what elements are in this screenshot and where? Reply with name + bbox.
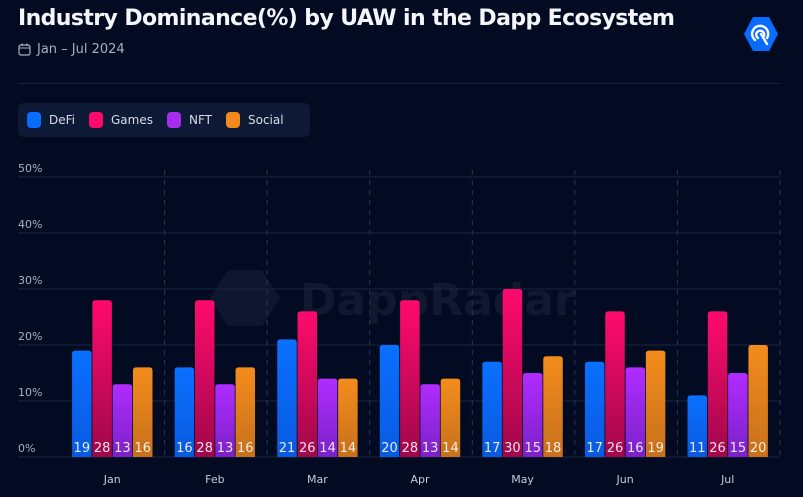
y-tick-label: 10% [18, 386, 42, 399]
bar-defi-jan [72, 350, 92, 457]
bar-games-feb [194, 300, 215, 457]
bar-defi-mar [277, 339, 297, 457]
data-label: 26 [299, 441, 316, 456]
x-tick-label: Apr [410, 473, 430, 486]
calendar-icon [18, 43, 31, 56]
data-label: 15 [730, 441, 747, 456]
legend-label: DeFi [49, 113, 75, 127]
x-tick-label: Jan [103, 473, 121, 486]
header-divider [18, 83, 780, 84]
bar-nft-apr [420, 384, 440, 457]
data-label: 13 [217, 441, 234, 456]
bar-games-mar [297, 311, 318, 457]
bar-nft-feb [215, 384, 235, 457]
bar-defi-jun [584, 361, 605, 457]
data-label: 16 [627, 441, 644, 456]
data-label: 28 [196, 441, 213, 456]
data-label: 15 [524, 441, 541, 456]
legend-item-games[interactable]: Games [89, 112, 153, 128]
bar-defi-feb [174, 367, 195, 457]
bar-games-may [502, 289, 523, 457]
legend-swatch [89, 112, 103, 128]
x-tick-label: Jul [720, 473, 734, 486]
data-label: 14 [319, 441, 336, 456]
legend-swatch [225, 112, 240, 128]
data-label: 17 [586, 441, 603, 456]
bar-social-jan [132, 367, 153, 457]
bar-nft-jul [728, 373, 748, 457]
bar-nft-may [522, 373, 543, 457]
data-label: 28 [94, 441, 111, 456]
data-label: 30 [504, 441, 521, 456]
data-label: 13 [114, 441, 131, 456]
legend-item-social[interactable]: Social [225, 112, 284, 128]
x-tick-label: Jun [616, 473, 634, 486]
bar-games-jul [707, 311, 728, 457]
legend-item-nft[interactable]: NFT [166, 112, 212, 128]
x-tick-label: Mar [307, 473, 328, 486]
bar-social-may [543, 356, 563, 457]
x-tick-label: May [511, 473, 534, 486]
bar-defi-may [482, 361, 502, 457]
dappradar-logo-icon [744, 17, 778, 51]
x-tick-label: Feb [205, 473, 224, 486]
bar-nft-jun [625, 367, 646, 457]
bar-games-apr [400, 300, 420, 457]
data-label: 20 [750, 441, 767, 456]
data-label: 19 [647, 441, 664, 456]
bar-social-jul [748, 345, 768, 457]
data-label: 18 [545, 441, 562, 456]
bar-nft-mar [317, 378, 338, 457]
data-label: 14 [442, 441, 459, 456]
bar-social-mar [338, 378, 358, 457]
bar-games-jun [605, 311, 625, 457]
y-tick-label: 40% [18, 218, 42, 231]
legend: DeFi Games NFT Social [18, 103, 310, 137]
data-label: 21 [279, 441, 296, 456]
watermark: DappRadar [300, 275, 576, 326]
y-tick-label: 20% [18, 330, 42, 343]
data-label: 16 [237, 441, 254, 456]
legend-label: NFT [188, 113, 212, 127]
bar-nft-jan [112, 384, 133, 457]
y-tick-label: 30% [18, 274, 42, 287]
chart-title: Industry Dominance(%) by UAW in the Dapp… [18, 6, 675, 31]
data-label: 16 [134, 441, 151, 456]
bar-social-feb [235, 367, 256, 457]
bar-social-jun [645, 350, 666, 457]
date-range: Jan – Jul 2024 [18, 42, 125, 57]
watermark-logo-icon [210, 270, 280, 326]
bar-social-apr [440, 378, 461, 457]
legend-label: Social [247, 113, 284, 127]
bar-games-jan [92, 300, 112, 457]
data-label: 13 [422, 441, 439, 456]
y-tick-label: 50% [18, 162, 42, 175]
legend-label: Games [111, 113, 153, 127]
data-label: 26 [607, 441, 624, 456]
legend-swatch [166, 112, 181, 128]
data-label: 16 [176, 441, 193, 456]
y-tick-label: 0% [18, 442, 35, 455]
data-label: 11 [689, 441, 706, 456]
legend-swatch [27, 112, 41, 128]
data-label: 26 [709, 441, 726, 456]
data-label: 19 [74, 441, 91, 456]
data-label: 28 [402, 441, 419, 456]
data-label: 20 [381, 441, 398, 456]
data-label: 14 [340, 441, 357, 456]
data-label: 17 [484, 441, 501, 456]
date-range-text: Jan – Jul 2024 [37, 42, 125, 57]
bar-defi-jul [687, 395, 708, 457]
bar-defi-apr [379, 345, 400, 457]
legend-item-defi[interactable]: DeFi [27, 112, 75, 128]
